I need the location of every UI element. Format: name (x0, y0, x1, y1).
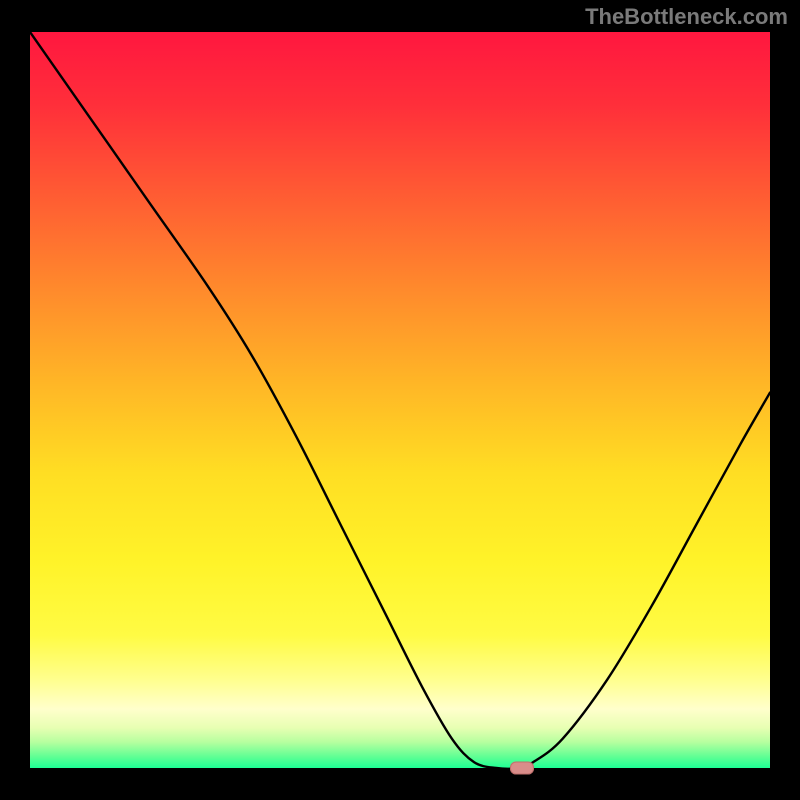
optimum-marker (510, 762, 534, 775)
curve-path (30, 32, 770, 768)
plot-area (30, 32, 770, 768)
watermark-text: TheBottleneck.com (585, 4, 788, 30)
bottleneck-curve (30, 32, 770, 768)
